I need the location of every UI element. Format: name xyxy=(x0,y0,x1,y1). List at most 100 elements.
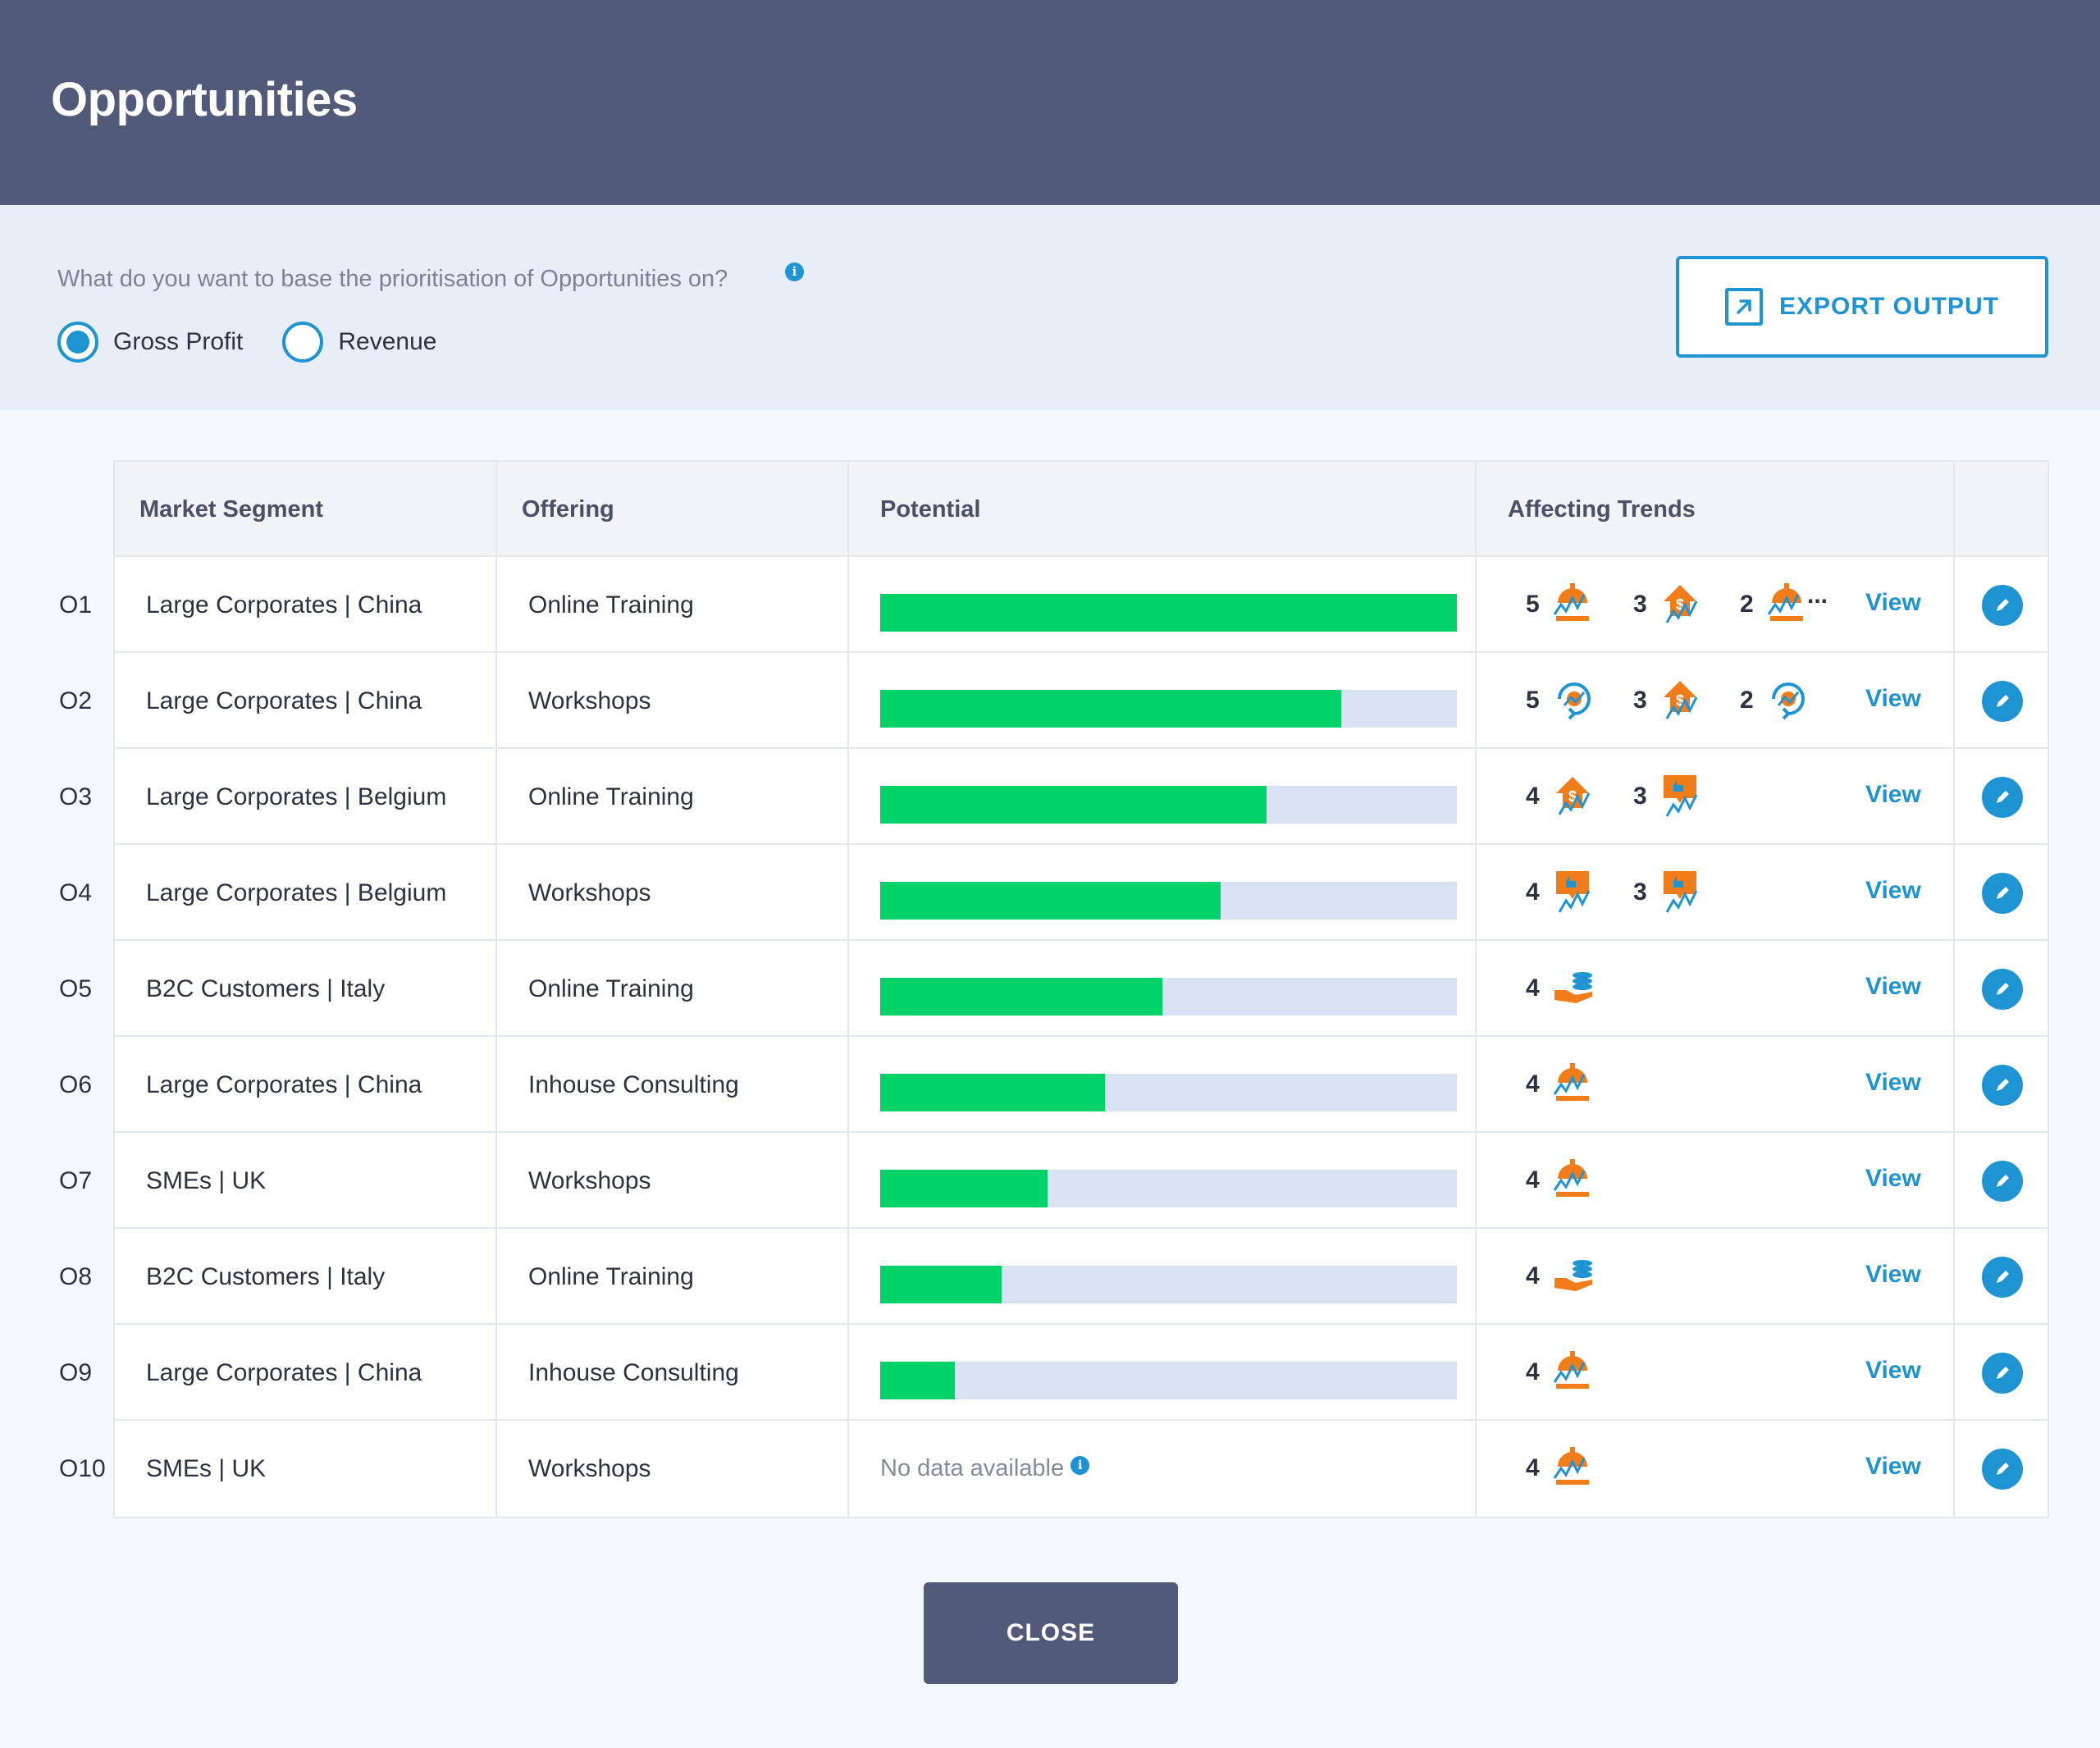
column-header-potential[interactable]: Potential xyxy=(880,496,981,523)
trend-item: 4 xyxy=(1526,964,1597,1013)
thumbs-up-trend-icon xyxy=(1659,866,1701,920)
potential-bar xyxy=(880,690,1457,728)
column-divider xyxy=(1953,462,1955,1517)
market-segment-cell: SMEs | UK xyxy=(146,1455,267,1482)
info-icon[interactable]: i xyxy=(785,262,804,281)
market-segment-cell: Large Corporates | China xyxy=(146,1359,422,1386)
trend-count: 2 xyxy=(1740,687,1754,714)
trend-item: 4 xyxy=(1526,1348,1594,1397)
row-id: O9 xyxy=(59,1359,93,1386)
trend-count: 5 xyxy=(1526,687,1540,714)
edit-button[interactable] xyxy=(1982,1257,2023,1298)
table-row: O6 Large Corporates | China Inhouse Consul… xyxy=(59,1037,2048,1133)
edit-button[interactable] xyxy=(1982,1449,2023,1490)
potential-bar-fill xyxy=(880,1074,1106,1111)
trend-item: 3 $ xyxy=(1633,580,1701,629)
trend-count: 3 xyxy=(1633,783,1647,810)
trend-count: 4 xyxy=(1526,1454,1540,1481)
radio-revenue[interactable]: Revenue xyxy=(282,322,436,363)
table-row: O3 Large Corporates | Belgium Online Train… xyxy=(59,749,2048,845)
view-trends-link[interactable]: View xyxy=(1865,1453,1921,1480)
potential-bar-fill xyxy=(880,882,1221,920)
view-trends-link[interactable]: View xyxy=(1865,589,1921,616)
table-row: O7 SMEs | UK Workshops 4 View xyxy=(59,1133,2048,1229)
no-data-message: No data available i xyxy=(880,1421,1090,1517)
trend-count: 5 xyxy=(1526,591,1540,618)
view-trends-link[interactable]: View xyxy=(1865,877,1921,904)
potential-bar-fill xyxy=(880,594,1457,632)
table-row: O4 Large Corporates | Belgium Workshops 4 3 V… xyxy=(59,845,2048,941)
trend-item: 4 xyxy=(1526,1156,1594,1205)
offering-cell: Online Training xyxy=(528,1263,694,1290)
potential-bar-fill xyxy=(880,1170,1048,1207)
table-header: Market Segment Offering Potential Affect… xyxy=(115,462,2048,557)
offering-cell: Inhouse Consulting xyxy=(528,1071,739,1098)
column-header-trends[interactable]: Affecting Trends xyxy=(1508,496,1696,523)
view-trends-link[interactable]: View xyxy=(1865,685,1921,712)
table-row: O2 Large Corporates | China Workshops 5 3 $2 V… xyxy=(59,653,2048,749)
radio-unchecked-icon[interactable] xyxy=(282,322,324,363)
radio-gross-profit[interactable]: Gross Profit xyxy=(57,322,243,363)
row-id: O8 xyxy=(59,1263,93,1290)
radio-checked-icon[interactable] xyxy=(57,322,98,363)
view-trends-link[interactable]: View xyxy=(1865,1261,1921,1288)
edit-button[interactable] xyxy=(1982,969,2023,1010)
trend-item: 5 xyxy=(1526,580,1594,629)
cycle-trend-icon xyxy=(1551,676,1597,726)
svg-text:$: $ xyxy=(1568,788,1577,805)
offering-cell: Online Training xyxy=(528,591,694,618)
close-button[interactable]: CLOSE xyxy=(924,1582,1178,1684)
column-header-offering[interactable]: Offering xyxy=(522,496,614,523)
view-trends-link[interactable]: View xyxy=(1865,1357,1921,1384)
export-output-button[interactable]: EXPORT OUTPUT xyxy=(1676,256,2048,358)
radio-label: Revenue xyxy=(338,328,437,355)
view-trends-link[interactable]: View xyxy=(1865,973,1921,1000)
trend-item: 4 xyxy=(1526,1060,1594,1109)
edit-button[interactable] xyxy=(1982,1065,2023,1106)
edit-button[interactable] xyxy=(1982,1161,2023,1202)
trend-item: 4 xyxy=(1526,1252,1597,1301)
trend-item: 3 xyxy=(1633,868,1701,917)
svg-text:$: $ xyxy=(1676,692,1684,709)
row-id: O6 xyxy=(59,1071,93,1098)
potential-bar xyxy=(880,594,1457,632)
crisis-trend-icon xyxy=(1551,1348,1594,1398)
potential-bar xyxy=(880,1266,1457,1303)
edit-button[interactable] xyxy=(1982,777,2023,818)
column-header-segment[interactable]: Market Segment xyxy=(139,496,324,523)
edit-button[interactable] xyxy=(1982,873,2023,914)
row-id: O7 xyxy=(59,1167,93,1194)
radio-label: Gross Profit xyxy=(113,328,244,355)
view-trends-link[interactable]: View xyxy=(1865,781,1921,808)
offering-cell: Workshops xyxy=(528,1455,651,1482)
edit-button[interactable] xyxy=(1982,585,2023,626)
thumbs-up-trend-icon xyxy=(1659,770,1701,824)
trend-item: 2 xyxy=(1740,676,1811,725)
row-id: O10 xyxy=(59,1455,106,1482)
view-trends-link[interactable]: View xyxy=(1865,1165,1921,1192)
edit-button[interactable] xyxy=(1982,681,2023,722)
svg-text:$: $ xyxy=(1676,596,1684,613)
trend-item: 4 xyxy=(1526,1444,1594,1493)
trend-count: 3 xyxy=(1633,879,1647,906)
offering-cell: Inhouse Consulting xyxy=(528,1359,739,1386)
market-segment-cell: Large Corporates | Belgium xyxy=(146,879,447,906)
cycle-trend-icon xyxy=(1765,676,1811,726)
prioritisation-panel: What do you want to base the prioritisat… xyxy=(0,205,2100,410)
view-trends-link[interactable]: View xyxy=(1865,1069,1921,1096)
prioritisation-question: What do you want to base the prioritisat… xyxy=(57,266,728,292)
potential-bar xyxy=(880,882,1457,920)
potential-bar-fill xyxy=(880,786,1267,824)
table-row: O9 Large Corporates | China Inhouse Consul… xyxy=(59,1325,2048,1421)
modal-header: Opportunities xyxy=(0,0,2100,205)
trend-count: 4 xyxy=(1526,1358,1540,1385)
info-icon[interactable]: i xyxy=(1071,1456,1090,1475)
trend-count: 4 xyxy=(1526,974,1540,1002)
trend-count: 4 xyxy=(1526,1262,1540,1289)
thumbs-up-trend-icon xyxy=(1551,866,1594,920)
coins-hand-icon xyxy=(1551,967,1597,1011)
trend-count: 4 xyxy=(1526,879,1540,906)
trend-item: 4 xyxy=(1526,868,1594,917)
edit-button[interactable] xyxy=(1982,1353,2023,1394)
external-link-icon xyxy=(1724,288,1763,326)
